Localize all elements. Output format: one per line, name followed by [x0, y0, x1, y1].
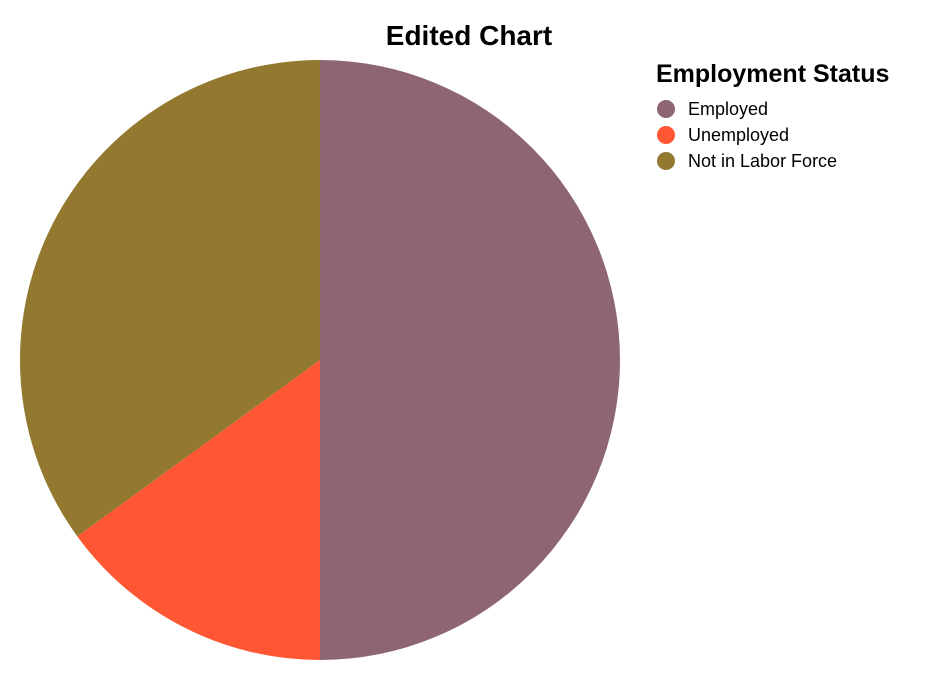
- legend-swatch-employed: [657, 100, 675, 118]
- pie-slice-not-in-labor-force: [19, 59, 321, 537]
- legend-title: Employment Status: [656, 60, 889, 88]
- legend-items: Employed Unemployed Not in Labor Force: [657, 99, 837, 171]
- legend-swatch-unemployed: [657, 126, 675, 144]
- legend-label-employed: Employed: [688, 99, 768, 119]
- chart-title: Edited Chart: [386, 20, 552, 51]
- pie-slices: [19, 59, 620, 660]
- legend: Employment Status Employed Unemployed Not …: [656, 60, 889, 171]
- pie-slice-unemployed: [77, 360, 320, 660]
- legend-label-unemployed: Unemployed: [688, 125, 789, 145]
- pie-slice-employed: [320, 60, 620, 660]
- legend-swatch-not-in-labor-force: [657, 152, 675, 170]
- legend-label-not-in-labor-force: Not in Labor Force: [688, 151, 837, 171]
